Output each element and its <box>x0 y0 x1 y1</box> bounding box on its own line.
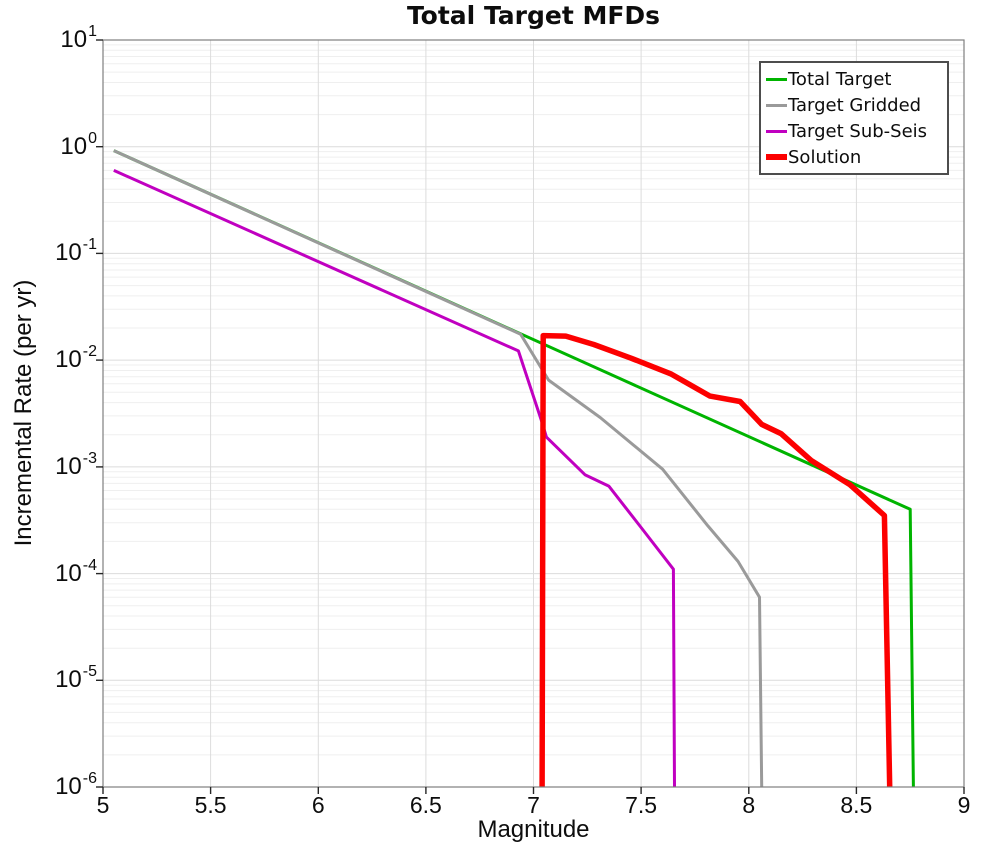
legend-line-swatch <box>766 129 787 133</box>
y-tick-exponent: 1 <box>88 22 97 40</box>
y-tick-exponent: 0 <box>88 129 97 147</box>
legend-item-target-gridded: Target Gridded <box>766 92 945 118</box>
y-tick-exponent: -3 <box>82 449 97 467</box>
legend: Total Target Target Gridded Target Sub-Sei… <box>759 61 949 175</box>
y-tick-base: 10 <box>60 132 88 160</box>
legend-line-swatch <box>766 103 787 107</box>
y-tick-base: 10 <box>55 452 82 480</box>
y-axis-title: Incremental Rate (per yr) <box>10 279 37 547</box>
x-axis-title: Magnitude <box>477 816 590 843</box>
y-tick-base: 10 <box>55 239 82 267</box>
y-tick-label-e-6: 10-6 <box>55 769 97 801</box>
legend-line-swatch <box>766 77 787 81</box>
chart-title: Total Target MFDs <box>406 1 661 30</box>
x-tick-label-5.5: 5.5 <box>194 792 227 818</box>
x-tick-label-7: 7 <box>527 792 540 818</box>
legend-line-swatch <box>766 154 787 160</box>
x-tick-label-7.5: 7.5 <box>625 792 658 818</box>
y-tick-label-e-3: 10-3 <box>55 449 97 481</box>
x-tick-label-9: 9 <box>957 792 971 818</box>
x-tick-label-8.5: 8.5 <box>840 792 873 818</box>
y-tick-label-e1: 101 <box>60 22 97 54</box>
y-tick-base: 10 <box>55 666 82 694</box>
y-tick-base: 10 <box>60 25 88 53</box>
y-tick-exponent: -6 <box>82 769 97 787</box>
y-tick-base: 10 <box>55 559 82 587</box>
legend-item-label: Solution <box>788 146 862 168</box>
series-target-sub-seis <box>113 169 676 788</box>
y-tick-label-e-2: 10-2 <box>55 343 97 374</box>
series-solution <box>539 332 893 788</box>
series-total-target <box>113 149 915 788</box>
x-tick-label-6: 6 <box>311 792 325 818</box>
legend-item-label: Target Gridded <box>788 94 922 116</box>
x-tick-label-5: 5 <box>96 792 110 818</box>
y-tick-exponent: -2 <box>82 343 97 361</box>
y-tick-label-e-5: 10-5 <box>55 663 97 694</box>
y-tick-exponent: -1 <box>82 236 97 254</box>
y-tick-label-e-4: 10-4 <box>55 556 97 587</box>
legend-item-target-sub-seis: Target Sub-Seis <box>766 118 945 144</box>
x-tick-label-6.5: 6.5 <box>409 792 442 818</box>
y-tick-label-e-1: 10-1 <box>55 236 97 267</box>
legend-item-total-target: Total Target <box>766 66 945 92</box>
series-target-gridded <box>113 149 764 788</box>
y-tick-exponent: -5 <box>82 663 97 681</box>
y-tick-exponent: -4 <box>82 556 97 574</box>
y-tick-base: 10 <box>55 772 82 800</box>
legend-item-label: Target Sub-Seis <box>788 120 928 142</box>
y-tick-label-e0: 100 <box>60 129 97 161</box>
legend-item-solution: Solution <box>766 144 945 170</box>
y-tick-base: 10 <box>55 346 82 374</box>
x-tick-label-8: 8 <box>742 792 756 818</box>
legend-item-label: Total Target <box>788 68 892 90</box>
